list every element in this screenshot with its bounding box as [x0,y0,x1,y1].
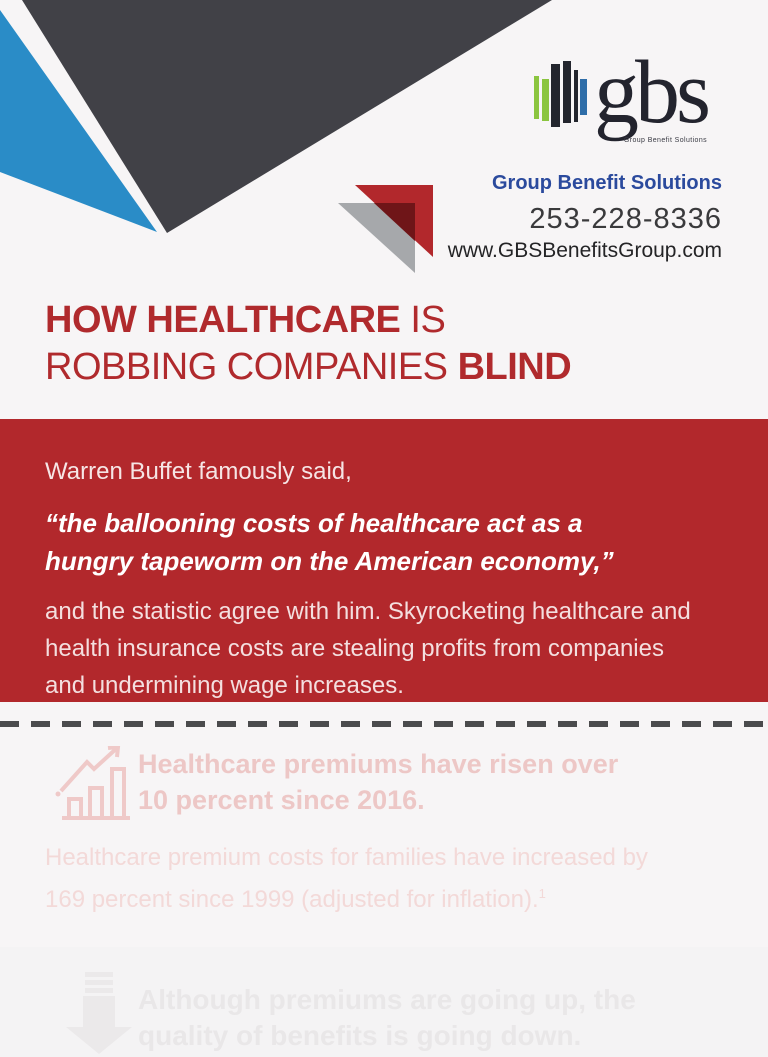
dark-triangle-shape [22,0,552,233]
page-title-line2: ROBBING COMPANIES BLIND [45,346,572,388]
rising-bar-chart-icon [55,746,130,820]
quality-heading: Although premiums are going up, the qual… [138,984,636,1051]
dashed-divider [0,721,768,727]
hero-decoration [0,0,552,273]
website-url[interactable]: www.GBSBenefitsGroup.com [447,239,722,262]
page-title-line1: HOW HEALTHCARE IS [45,299,446,341]
quote-body: and the statistic agree with him. Skyroc… [45,598,691,699]
bottom-panel [0,947,768,1057]
premiums-heading: Healthcare premiums have risen over 10 p… [138,749,619,815]
quote-intro: Warren Buffet famously said, [45,458,352,485]
blue-triangle-shape [0,10,157,232]
company-name: Group Benefit Solutions [492,172,722,194]
logo-text: gbs [594,43,711,142]
footnote-marker: 1 [538,886,546,901]
logo-wordmark: gbs Group Benefit Solutions [594,43,711,145]
arrow-down-icon [66,972,132,1054]
quote-text: “the ballooning costs of healthcare act … [45,508,614,576]
page-title: HOW HEALTHCARE IS ROBBING COMPANIES BLIN… [45,297,572,391]
bar-chart-logo-icon [534,61,587,127]
phone-number: 253-228-8336 [529,203,722,235]
contact-block: Group Benefit Solutions 253-228-8336 www… [448,172,722,263]
overlap-triangle-shape [374,203,415,241]
gbs-logo: gbs Group Benefit Solutions [532,43,711,145]
quote-section: Warren Buffet famously said, “the balloo… [0,419,768,702]
premiums-body: Healthcare premium costs for families ha… [45,844,648,913]
logo-tagline: Group Benefit Solutions [623,137,708,144]
